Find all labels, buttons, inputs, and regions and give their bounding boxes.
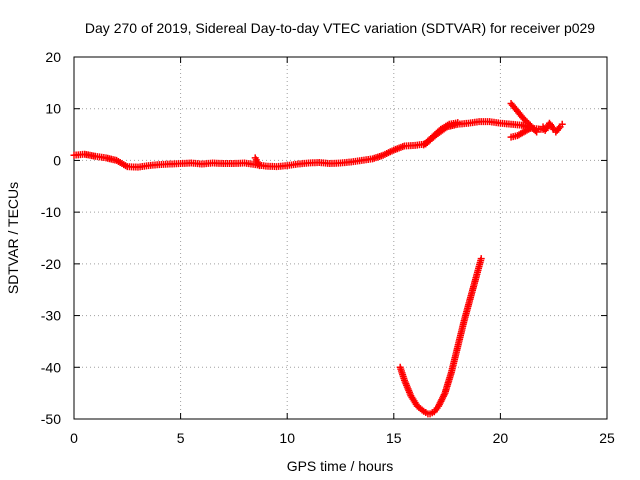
x-tick-label: 20	[493, 430, 509, 446]
data-point	[255, 162, 263, 170]
data-layer	[70, 100, 566, 418]
data-point-fill	[549, 124, 557, 132]
series-lower-return	[507, 124, 534, 141]
series-deep-dip	[396, 255, 485, 418]
x-tick-label: 15	[386, 430, 402, 446]
x-axis-label: GPS time / hours	[287, 458, 394, 474]
y-tick-label: -20	[41, 256, 61, 272]
tick-mark-layer	[73, 56, 608, 420]
data-point	[477, 255, 485, 263]
y-tick-label: 20	[45, 49, 61, 65]
x-tick-label: 25	[599, 430, 615, 446]
data-point	[454, 119, 462, 127]
x-tick-label: 10	[279, 430, 295, 446]
data-point	[533, 128, 541, 136]
plot-frame	[73, 56, 608, 420]
data-point-fill	[531, 127, 539, 135]
y-axis-label: SDTVAR / TECUs	[5, 182, 21, 294]
y-tick-label: -50	[41, 411, 61, 427]
data-point	[526, 124, 534, 132]
series-arrow-tip	[507, 100, 541, 136]
tick-label-layer: 0 5 10 15 20 25 20 10 0 -10 -20 -30 -40 -50	[41, 49, 615, 446]
y-tick-label: 10	[45, 101, 61, 117]
series-gap-markers	[251, 154, 263, 170]
y-tick-label: -10	[41, 204, 61, 220]
chart-title: Day 270 of 2019, Sidereal Day-to-day VTE…	[85, 20, 595, 36]
y-tick-label: -40	[41, 359, 61, 375]
x-tick-label: 5	[177, 430, 185, 446]
x-tick-label: 0	[70, 430, 78, 446]
grid-layer	[74, 57, 607, 419]
series-late-scatter	[539, 119, 566, 136]
series-main-trace	[70, 118, 547, 171]
data-point	[558, 120, 566, 128]
y-tick-label: -30	[41, 308, 61, 324]
series-upper-branch	[420, 119, 462, 149]
y-tick-label: 0	[53, 152, 61, 168]
